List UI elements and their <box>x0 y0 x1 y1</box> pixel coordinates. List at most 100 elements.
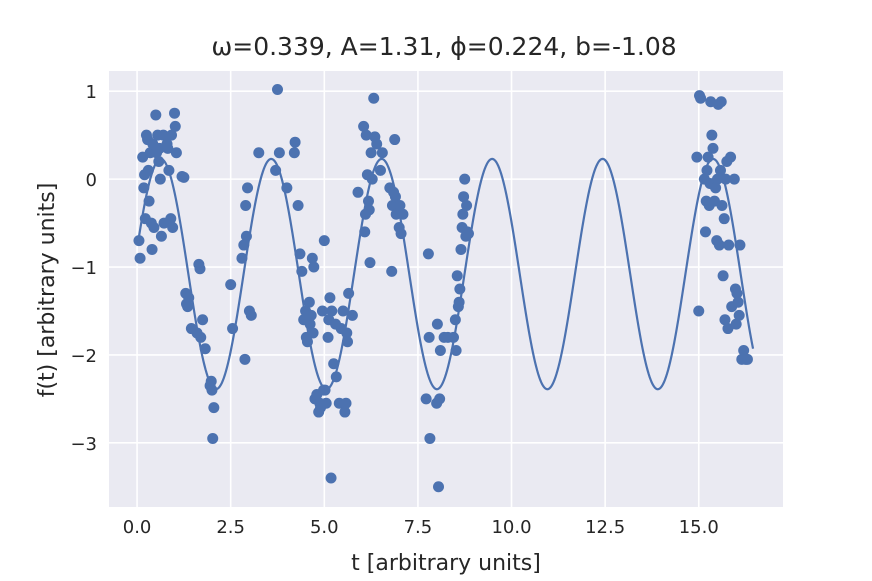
data-point <box>710 182 722 194</box>
data-point <box>433 481 445 493</box>
data-point <box>289 136 301 148</box>
data-point <box>365 147 377 159</box>
data-point <box>725 151 737 163</box>
x-tick-label: 0.0 <box>123 517 152 538</box>
data-point <box>305 309 317 321</box>
y-axis-label: f(t) [arbitrary units] <box>35 183 60 398</box>
x-axis-label: t [arbitrary units] <box>351 551 541 576</box>
data-point <box>715 96 727 108</box>
data-point <box>422 248 434 260</box>
data-point <box>143 195 155 207</box>
data-point <box>716 199 728 211</box>
data-point <box>133 235 145 247</box>
data-point <box>155 230 167 242</box>
data-point <box>461 199 473 211</box>
data-point <box>394 199 406 211</box>
data-point <box>366 173 378 185</box>
data-point <box>163 164 175 176</box>
data-point <box>458 191 470 203</box>
data-point <box>207 432 219 444</box>
data-point <box>449 314 461 326</box>
data-point <box>326 305 338 317</box>
data-point <box>368 92 380 104</box>
data-point <box>717 270 729 282</box>
data-point <box>374 164 386 176</box>
data-point <box>142 164 154 176</box>
x-tick-label: 2.5 <box>216 517 245 538</box>
data-point <box>304 318 316 330</box>
data-point <box>722 323 734 335</box>
data-points <box>133 83 753 493</box>
data-point <box>320 397 332 409</box>
data-point <box>389 191 401 203</box>
data-point <box>270 164 282 176</box>
x-tick-labels: 0.0 2.5 5.0 7.5 10.0 12.5 15.0 <box>123 517 719 538</box>
data-point <box>273 147 285 159</box>
data-point <box>294 248 306 260</box>
data-point <box>154 173 166 185</box>
data-point <box>738 345 750 357</box>
y-tick-label: −3 <box>70 434 97 455</box>
x-tick-label: 10.0 <box>491 517 531 538</box>
data-point <box>138 182 150 194</box>
data-point <box>693 305 705 317</box>
data-point <box>166 129 178 141</box>
data-point <box>208 402 220 414</box>
data-point <box>170 147 182 159</box>
data-point <box>318 235 330 247</box>
data-point <box>303 296 315 308</box>
y-tick-label: −1 <box>70 258 97 279</box>
data-point <box>728 173 740 185</box>
data-point <box>341 327 353 339</box>
data-point <box>272 83 283 95</box>
data-point <box>316 305 328 317</box>
data-point <box>339 406 351 418</box>
data-point <box>453 296 465 308</box>
data-point <box>362 195 374 207</box>
data-point <box>447 331 459 343</box>
data-point <box>714 164 726 176</box>
data-point <box>733 309 745 321</box>
data-point <box>395 228 407 240</box>
y-tick-label: −2 <box>70 346 97 367</box>
data-point <box>363 204 375 216</box>
data-point <box>169 120 181 132</box>
data-point <box>240 199 252 211</box>
data-point <box>451 270 463 282</box>
data-point <box>342 336 354 348</box>
data-point <box>182 301 194 313</box>
data-point <box>731 287 743 299</box>
data-point <box>150 109 162 121</box>
data-point <box>308 261 320 273</box>
data-point <box>253 147 265 159</box>
data-point <box>245 309 257 321</box>
data-point <box>324 292 336 304</box>
data-point <box>371 138 383 150</box>
data-point <box>242 182 254 194</box>
x-tick-label: 7.5 <box>404 517 433 538</box>
data-point <box>434 393 446 405</box>
data-point <box>322 331 334 343</box>
x-tick-label: 12.5 <box>585 517 625 538</box>
data-point <box>240 230 252 242</box>
data-point <box>695 92 707 104</box>
data-point <box>730 318 742 330</box>
data-point <box>146 243 158 255</box>
data-point <box>148 221 160 233</box>
data-point <box>386 265 398 277</box>
data-point <box>723 239 735 251</box>
data-point <box>199 343 211 355</box>
data-point <box>307 327 319 339</box>
data-point <box>359 226 371 238</box>
y-tick-labels: −3 −2 −1 0 1 <box>70 82 97 455</box>
data-point <box>194 263 206 275</box>
data-point <box>178 171 190 183</box>
data-point <box>702 151 714 163</box>
data-point <box>713 239 725 251</box>
data-point <box>167 221 179 233</box>
plot-background <box>109 71 783 507</box>
data-point <box>157 129 169 141</box>
data-point <box>701 164 713 176</box>
data-point <box>134 252 146 264</box>
